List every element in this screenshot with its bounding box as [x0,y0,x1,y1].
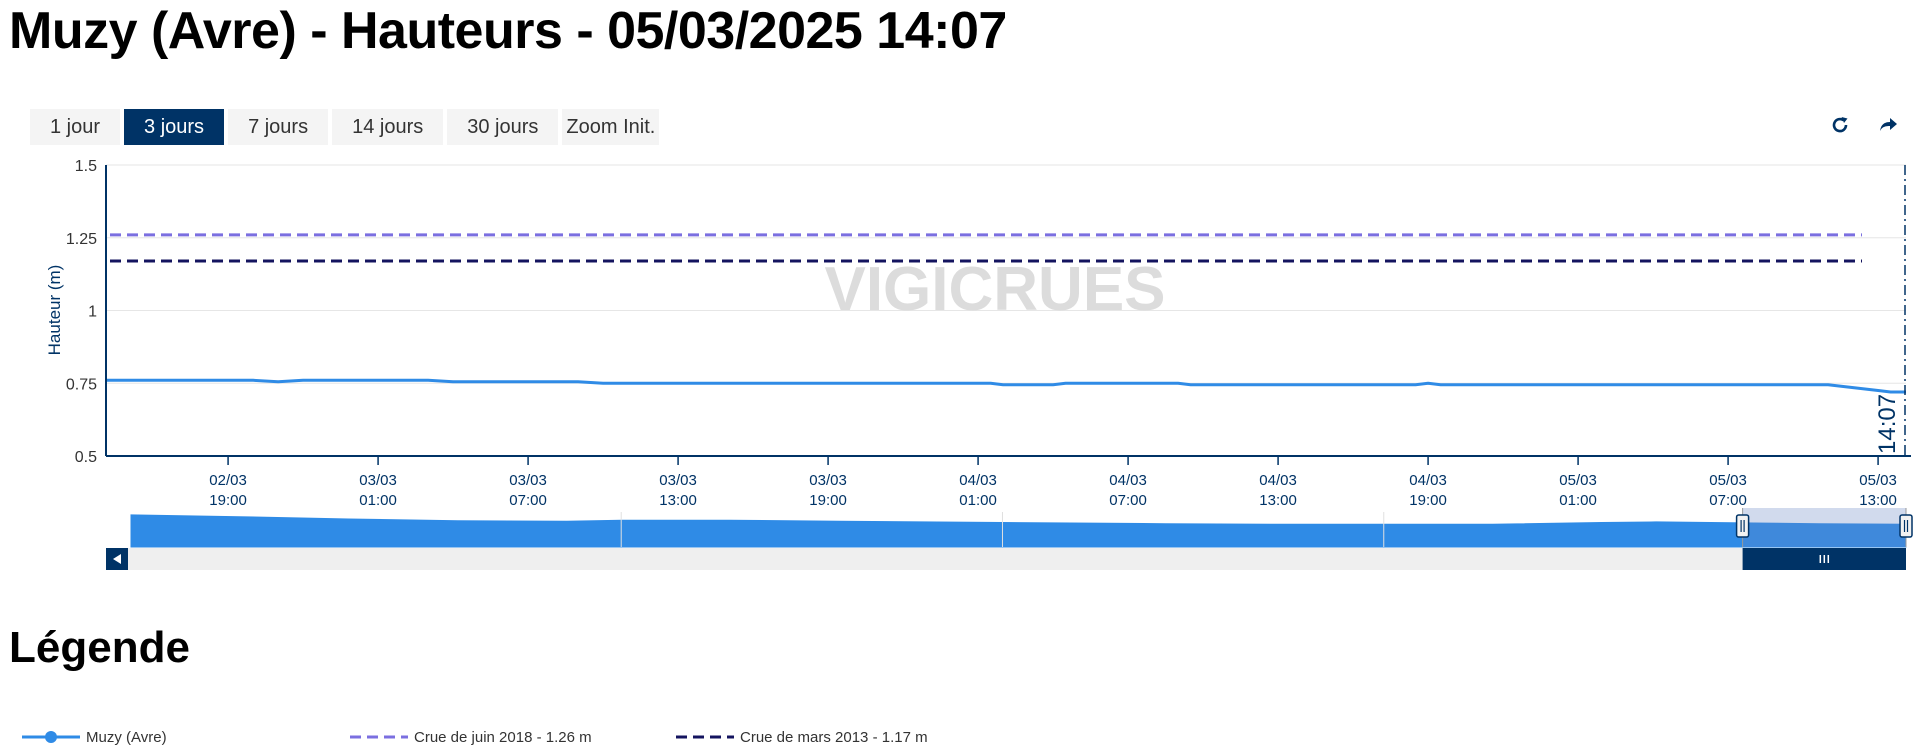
x-tick-label-date: 04/03 [1109,472,1147,489]
x-tick-label-date: 04/03 [959,472,997,489]
y-tick-label: 0.5 [75,449,97,466]
chevron-left-icon [113,554,121,564]
x-tick-label-time: 07:00 [1709,492,1747,509]
legend-line-marker-icon [22,731,80,743]
navigator-selection-mask[interactable] [1742,508,1906,547]
x-tick-label-date: 05/03 [1859,472,1897,489]
range-7-days-button[interactable]: 7 jours [228,109,329,145]
y-tick-label: 1.5 [75,158,97,175]
legend-label-muzy: Muzy (Avre) [86,728,167,746]
x-tick-label-date: 04/03 [1409,472,1447,489]
x-tick-label-time: 19:00 [209,492,247,509]
legend-dashed-line-icon [350,735,408,739]
hauteur-chart: 0.5 0.75 1 1.25 1.5 VIGICRUES Hauteur (m) 02/03… [45,158,1913,575]
x-tick-label-date: 05/03 [1709,472,1747,489]
refresh-icon [1832,117,1848,133]
range-30-days-button[interactable]: 30 jours [447,109,559,145]
share-button[interactable] [1873,110,1903,140]
y-tick-label: 0.75 [66,376,97,393]
scrollbar-track[interactable] [106,548,1906,570]
page-title: Muzy (Avre) - Hauteurs - 05/03/2025 14:0… [9,2,1007,60]
vigicrues-watermark: VIGICRUES [824,255,1165,324]
share-arrow-icon [1880,118,1897,131]
x-tick-label-date: 03/03 [359,472,397,489]
x-tick-label-date: 03/03 [659,472,697,489]
x-tick-label-date: 02/03 [209,472,247,489]
x-tick-label-time: 13:00 [1259,492,1297,509]
legend-item-crue-2018[interactable]: Crue de juin 2018 - 1.26 m [350,722,592,752]
navigator-tick-label: 3 Fév 2025 [220,574,290,575]
now-marker-label: 14:07 [1874,394,1901,454]
muzy-series-line[interactable] [106,378,1906,394]
legend-title: Légende [9,623,190,672]
navigator-left-handle[interactable] [1735,514,1750,538]
navigator-tick-label: 17 Fév [981,574,1024,575]
x-tick-label-date: 03/03 [509,472,547,489]
range-14-days-button[interactable]: 14 jours [332,109,444,145]
x-tick-label-time: 07:00 [509,492,547,509]
x-tick-label-date: 03/03 [809,472,847,489]
x-tick-label-time: 01:00 [959,492,997,509]
x-tick-label-time: 01:00 [359,492,397,509]
y-tick-label: 1.25 [66,231,97,248]
range-3-days-button[interactable]: 3 jours [124,109,225,145]
x-tick-label-time: 13:00 [659,492,697,509]
legend: Muzy (Avre) Crue de juin 2018 - 1.26 m C… [0,722,1920,752]
range-1-day-button[interactable]: 1 jour [30,109,121,145]
x-tick-label-time: 13:00 [1859,492,1897,509]
x-tick-label-time: 07:00 [1109,492,1147,509]
legend-label-crue-2018: Crue de juin 2018 - 1.26 m [414,728,592,746]
credits-label[interactable]: Highcharts 7.2.0 [1809,574,1904,575]
legend-item-muzy[interactable]: Muzy (Avre) [22,722,167,752]
navigator-series-area [130,514,1907,548]
x-tick-label-date: 05/03 [1559,472,1597,489]
navigator-tick-label: 24 Fév [1362,574,1405,575]
refresh-button[interactable] [1825,110,1855,140]
navigator-tick-label: 10 Fév [600,574,643,575]
y-tick-label: 1 [88,304,97,321]
legend-label-crue-2013: Crue de mars 2013 - 1.17 m [740,728,928,746]
x-tick-label-time: 19:00 [809,492,847,509]
y-axis-label: Hauteur (m) [45,265,64,356]
range-selector: 1 jour 3 jours 7 jours 14 jours 30 jours… [30,109,663,145]
navigator-right-handle[interactable] [1899,514,1913,538]
legend-dashed-line-icon [676,735,734,739]
legend-item-crue-2013[interactable]: Crue de mars 2013 - 1.17 m [676,722,928,752]
x-tick-label-time: 19:00 [1409,492,1447,509]
x-tick-label-date: 04/03 [1259,472,1297,489]
zoom-reset-button[interactable]: Zoom Init. [562,109,660,145]
x-tick-label-time: 01:00 [1559,492,1597,509]
